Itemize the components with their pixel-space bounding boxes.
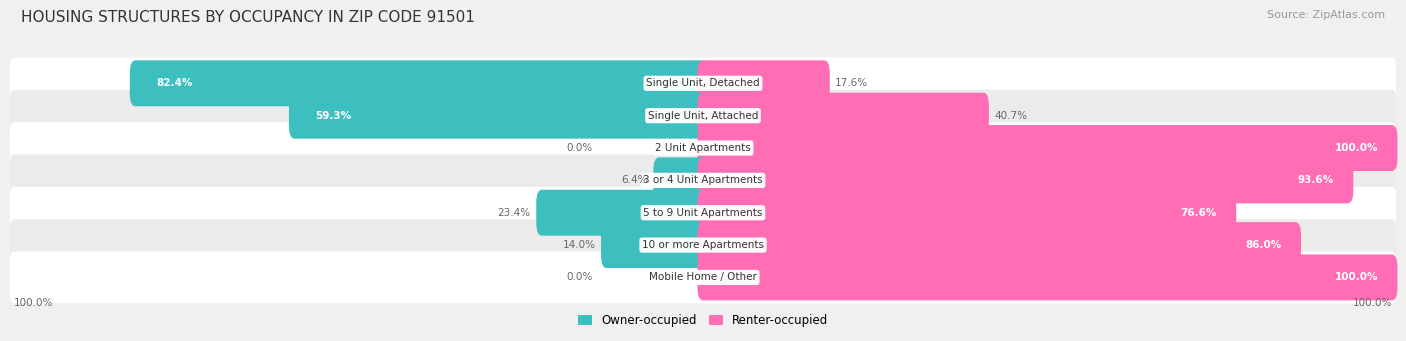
Text: 3 or 4 Unit Apartments: 3 or 4 Unit Apartments: [643, 175, 763, 186]
Legend: Owner-occupied, Renter-occupied: Owner-occupied, Renter-occupied: [572, 309, 834, 332]
Text: 0.0%: 0.0%: [567, 143, 593, 153]
Text: 82.4%: 82.4%: [156, 78, 193, 88]
FancyBboxPatch shape: [129, 60, 709, 106]
Text: 100.0%: 100.0%: [14, 298, 53, 309]
Text: 17.6%: 17.6%: [835, 78, 869, 88]
FancyBboxPatch shape: [10, 187, 1396, 239]
Text: 6.4%: 6.4%: [621, 175, 648, 186]
FancyBboxPatch shape: [10, 122, 1396, 174]
Text: 76.6%: 76.6%: [1181, 208, 1218, 218]
FancyBboxPatch shape: [697, 125, 1398, 171]
Text: 40.7%: 40.7%: [994, 111, 1028, 121]
Text: 100.0%: 100.0%: [1334, 272, 1378, 282]
FancyBboxPatch shape: [10, 219, 1396, 271]
Text: 14.0%: 14.0%: [562, 240, 596, 250]
FancyBboxPatch shape: [697, 93, 988, 139]
Text: Mobile Home / Other: Mobile Home / Other: [650, 272, 756, 282]
FancyBboxPatch shape: [697, 190, 1236, 236]
Text: 23.4%: 23.4%: [498, 208, 531, 218]
FancyBboxPatch shape: [10, 154, 1396, 206]
FancyBboxPatch shape: [10, 57, 1396, 109]
Text: 100.0%: 100.0%: [1353, 298, 1392, 309]
FancyBboxPatch shape: [654, 158, 709, 203]
Text: 0.0%: 0.0%: [567, 272, 593, 282]
Text: 5 to 9 Unit Apartments: 5 to 9 Unit Apartments: [644, 208, 762, 218]
FancyBboxPatch shape: [10, 90, 1396, 142]
Text: HOUSING STRUCTURES BY OCCUPANCY IN ZIP CODE 91501: HOUSING STRUCTURES BY OCCUPANCY IN ZIP C…: [21, 10, 475, 25]
Text: 93.6%: 93.6%: [1298, 175, 1334, 186]
Text: Single Unit, Detached: Single Unit, Detached: [647, 78, 759, 88]
Text: Single Unit, Attached: Single Unit, Attached: [648, 111, 758, 121]
FancyBboxPatch shape: [697, 254, 1398, 300]
FancyBboxPatch shape: [697, 222, 1301, 268]
Text: 86.0%: 86.0%: [1246, 240, 1282, 250]
FancyBboxPatch shape: [600, 222, 709, 268]
FancyBboxPatch shape: [697, 158, 1354, 203]
Text: 2 Unit Apartments: 2 Unit Apartments: [655, 143, 751, 153]
Text: Source: ZipAtlas.com: Source: ZipAtlas.com: [1267, 10, 1385, 20]
Text: 10 or more Apartments: 10 or more Apartments: [643, 240, 763, 250]
Text: 100.0%: 100.0%: [1334, 143, 1378, 153]
Text: 59.3%: 59.3%: [315, 111, 352, 121]
FancyBboxPatch shape: [10, 252, 1396, 303]
FancyBboxPatch shape: [536, 190, 709, 236]
FancyBboxPatch shape: [697, 60, 830, 106]
FancyBboxPatch shape: [290, 93, 709, 139]
